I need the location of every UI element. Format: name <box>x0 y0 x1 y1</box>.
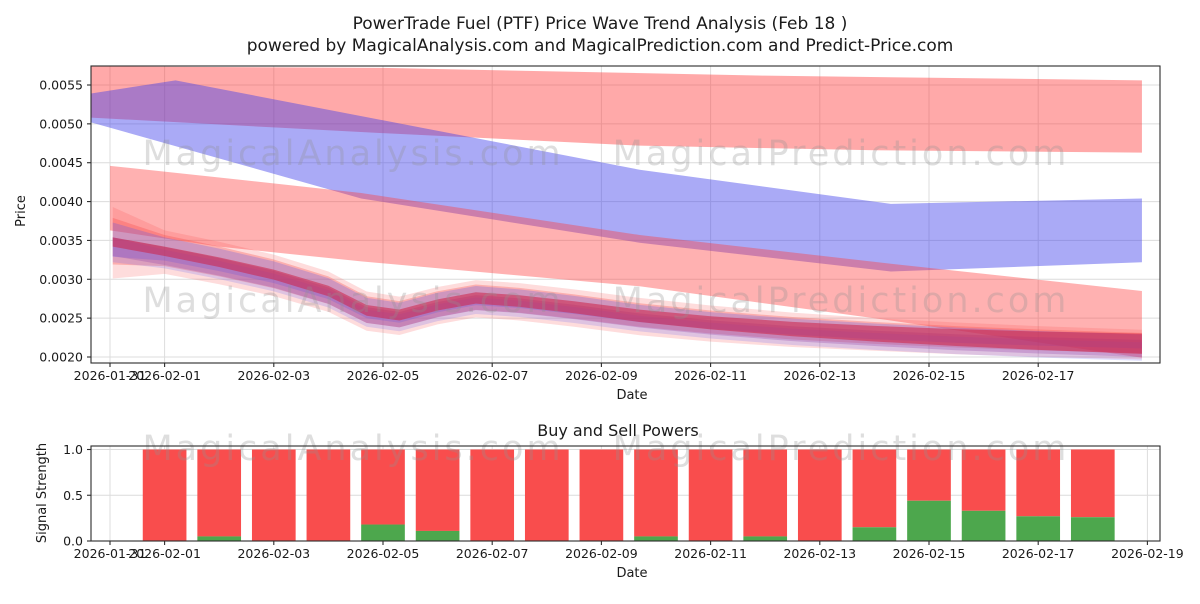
x-tick-label: 2026-02-19 <box>1111 546 1184 561</box>
x-tick-label: 2026-02-13 <box>783 546 856 561</box>
buy-bar-segment <box>1016 516 1061 541</box>
sell-bar-segment <box>524 449 569 541</box>
x-tick-label: 2026-01-31 <box>74 368 147 383</box>
bottom-chart-title: Buy and Sell Powers <box>537 421 699 440</box>
sell-bar-segment <box>361 449 405 525</box>
x-tick-label: 2026-02-05 <box>347 368 420 383</box>
y-tick-label: 1.0 <box>63 442 83 457</box>
sell-bar-segment <box>634 449 678 537</box>
sell-bar-segment <box>688 449 733 541</box>
watermark-text: MagicalAnalysis.com <box>142 429 563 469</box>
y-tick-label: 0.0025 <box>39 311 83 326</box>
top-gridlines <box>91 66 1160 363</box>
x-tick-label: 2026-02-07 <box>456 546 529 561</box>
buy-bar-segment <box>743 536 788 541</box>
y-tick-label: 0.0 <box>63 534 83 549</box>
x-tick-label: 2026-02-03 <box>237 368 310 383</box>
x-tick-label: 2026-01-31 <box>74 546 147 561</box>
bottom-plot-border <box>90 445 1161 542</box>
sell-bar-segment <box>251 449 296 541</box>
sell-bar-segment <box>470 449 515 541</box>
bottom-xlabel: Date <box>616 566 647 581</box>
x-tick-label: 2026-02-13 <box>783 368 856 383</box>
cluster-dark-red-core <box>112 237 1142 354</box>
cluster-blue <box>112 222 1142 349</box>
buy-bar-segment <box>197 536 242 541</box>
y-tick-label: 0.0055 <box>39 78 83 93</box>
upper-red-band <box>91 66 1142 153</box>
y-tick-label: 0.0035 <box>39 233 83 248</box>
sell-bar-segment <box>142 449 187 541</box>
sell-bar-segment <box>743 449 788 537</box>
bottom-ylabel: Signal Strength <box>35 443 50 543</box>
x-tick-label: 2026-02-03 <box>237 546 310 561</box>
cluster-red <box>112 217 1142 354</box>
x-tick-label: 2026-02-11 <box>674 546 747 561</box>
x-tick-label: 2026-02-07 <box>456 368 529 383</box>
top-ylabel: Price <box>14 195 29 227</box>
buy-bar-segment <box>415 530 460 541</box>
y-tick-label: 0.0045 <box>39 155 83 170</box>
y-tick-label: 0.0050 <box>39 116 83 131</box>
top-watermarks: MagicalAnalysis.com MagicalPrediction.com… <box>142 134 1070 321</box>
sell-bar-segment <box>852 449 897 528</box>
buy-sell-bars <box>142 449 1115 541</box>
x-tick-label: 2026-02-17 <box>1002 368 1075 383</box>
x-tick-label: 2026-02-05 <box>347 546 420 561</box>
buy-bar-segment <box>961 510 1006 541</box>
sell-bar-segment <box>579 449 624 541</box>
top-plot-border <box>90 65 1161 364</box>
upper-blue-band <box>91 80 1142 272</box>
sell-bar-segment <box>1016 449 1061 517</box>
top-xlabel: Date <box>616 388 647 403</box>
chart-title-line1: PowerTrade Fuel (PTF) Price Wave Trend A… <box>353 14 848 34</box>
sell-bar-segment <box>306 449 351 541</box>
y-tick-label: 0.0030 <box>39 272 83 287</box>
x-tick-label: 2026-02-11 <box>674 368 747 383</box>
watermark-text: MagicalPrediction.com <box>613 429 1070 469</box>
buy-bar-segment <box>907 500 951 541</box>
watermark-text: MagicalPrediction.com <box>613 134 1070 174</box>
sell-bar-segment <box>797 449 842 541</box>
x-tick-label: 2026-02-15 <box>893 546 966 561</box>
x-tick-label: 2026-02-09 <box>565 546 638 561</box>
x-tick-label: 2026-02-01 <box>128 546 201 561</box>
x-tick-label: 2026-02-09 <box>565 368 638 383</box>
mid-red-band <box>110 165 1142 358</box>
sell-bar-segment <box>907 449 951 501</box>
watermark-text: MagicalPrediction.com <box>613 281 1070 321</box>
buy-bar-segment <box>634 536 678 541</box>
chart-title-line2: powered by MagicalAnalysis.com and Magic… <box>247 36 954 56</box>
x-tick-label: 2026-02-01 <box>128 368 201 383</box>
sell-bar-segment <box>415 449 460 531</box>
watermark-text: MagicalAnalysis.com <box>142 134 563 174</box>
cluster-outer-red <box>112 207 1142 360</box>
watermark-text: MagicalAnalysis.com <box>142 281 563 321</box>
sell-bar-segment <box>1070 449 1115 518</box>
sell-bar-segment <box>961 449 1006 511</box>
buy-bar-segment <box>361 524 405 541</box>
buy-bar-segment <box>852 527 897 541</box>
price-wave-bands <box>91 66 1142 361</box>
sell-bar-segment <box>197 449 242 537</box>
buy-bar-segment <box>1070 517 1115 541</box>
bottom-watermarks: MagicalAnalysis.com MagicalPrediction.com <box>142 429 1070 469</box>
x-tick-label: 2026-02-15 <box>893 368 966 383</box>
x-tick-label: 2026-02-17 <box>1002 546 1075 561</box>
y-tick-label: 0.0020 <box>39 350 83 365</box>
y-tick-label: 0.5 <box>63 488 83 503</box>
y-tick-label: 0.0040 <box>39 194 83 209</box>
